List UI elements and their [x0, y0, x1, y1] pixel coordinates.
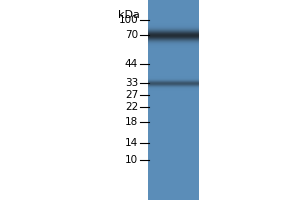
Text: 100: 100	[118, 15, 138, 25]
Text: kDa: kDa	[118, 10, 140, 20]
Text: 44: 44	[125, 59, 138, 69]
Text: 33: 33	[125, 78, 138, 88]
Text: 10: 10	[125, 155, 138, 165]
Text: 18: 18	[125, 117, 138, 127]
Text: 14: 14	[125, 138, 138, 148]
Text: 70: 70	[125, 30, 138, 40]
Text: 27: 27	[125, 90, 138, 100]
Text: 22: 22	[125, 102, 138, 112]
